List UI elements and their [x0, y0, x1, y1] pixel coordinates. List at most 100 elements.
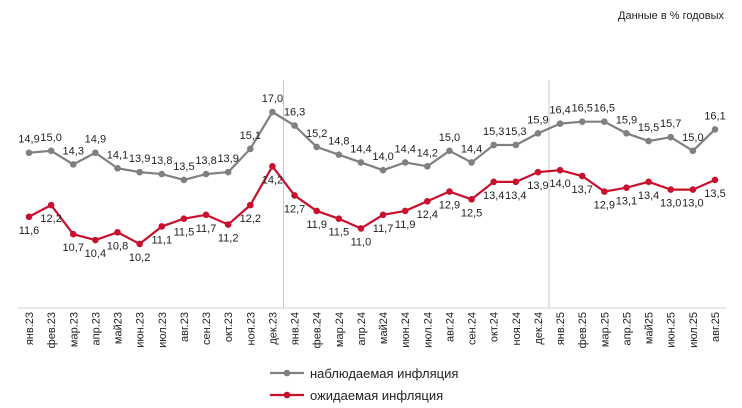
x-tick-label: фев.24: [312, 312, 324, 348]
data-point: [623, 184, 630, 191]
data-point: [335, 151, 343, 158]
x-tick-label: мар.23: [68, 312, 80, 347]
data-label: 13,7: [572, 184, 593, 196]
data-point: [689, 147, 697, 155]
data-label: 16,3: [284, 107, 305, 119]
data-point: [446, 147, 453, 155]
data-label: 14,4: [394, 143, 415, 155]
data-label: 15,9: [527, 114, 548, 126]
data-point: [667, 133, 675, 141]
data-label: 13,9: [527, 180, 548, 192]
data-label: 14,2: [417, 147, 438, 159]
data-point: [512, 178, 520, 186]
x-tick-label: июл.23: [157, 312, 169, 348]
data-point: [114, 228, 121, 236]
x-tick-label: ноя.24: [511, 312, 523, 345]
data-label: 14,1: [107, 149, 128, 161]
x-tick-label: авг.23: [179, 312, 191, 342]
data-point: [512, 141, 520, 149]
series-line-1: [28, 110, 716, 181]
data-point: [424, 163, 431, 170]
data-point: [645, 137, 652, 145]
data-label: 10,8: [107, 240, 128, 252]
data-point: [468, 196, 475, 203]
data-label: 14,9: [85, 134, 106, 146]
x-tick-label: июн.24: [400, 312, 412, 348]
data-point: [578, 172, 586, 180]
data-point: [601, 188, 608, 195]
data-label: 14,3: [63, 145, 84, 157]
x-tick-label: окт.23: [223, 312, 235, 342]
x-tick-label: ноя.23: [245, 312, 257, 345]
x-tick-label: окт.24: [489, 312, 501, 342]
data-point: [291, 122, 298, 129]
x-tick-label: янв.24: [290, 312, 302, 345]
data-point: [534, 168, 542, 176]
data-label: 15,2: [306, 128, 327, 140]
data-label: 16,1: [704, 110, 725, 122]
data-label: 15,7: [660, 118, 681, 130]
data-label: 15,3: [483, 126, 504, 138]
data-point: [601, 118, 608, 125]
data-point: [379, 211, 387, 219]
x-tick-label: дек.24: [533, 312, 545, 345]
x-tick-label: авг.25: [710, 312, 722, 342]
data-point: [556, 166, 564, 174]
data-label: 17,0: [262, 93, 283, 105]
data-label: 13,8: [195, 155, 216, 167]
x-tick-label: май23: [113, 312, 125, 344]
data-label: 11,6: [19, 225, 40, 237]
data-label: 14,0: [549, 178, 570, 190]
data-label: 13,8: [151, 155, 172, 167]
data-label: 10,7: [63, 242, 84, 254]
data-label: 12,4: [417, 209, 438, 221]
data-point: [92, 236, 99, 244]
x-tick-label: июл.24: [422, 312, 434, 348]
data-label: 12,9: [594, 200, 615, 212]
data-point: [202, 170, 210, 178]
data-point: [401, 159, 409, 166]
data-point: [534, 130, 542, 137]
series-line-2: [28, 165, 716, 246]
legend-marker: [283, 369, 291, 377]
data-label: 13,4: [638, 190, 659, 202]
data-point: [246, 201, 254, 209]
data-point: [424, 197, 431, 205]
x-tick-label: апр.23: [90, 312, 102, 345]
data-label: 14,2: [262, 174, 283, 186]
data-point: [69, 230, 77, 238]
data-label: 15,3: [505, 126, 526, 138]
x-tick-label: май25: [644, 312, 656, 344]
data-point: [25, 213, 33, 221]
data-label: 14,4: [350, 143, 371, 155]
data-point: [313, 143, 320, 151]
data-point: [136, 168, 143, 176]
data-point: [645, 178, 652, 186]
data-label: 12,2: [40, 213, 61, 225]
data-label: 13,1: [616, 196, 637, 208]
x-tick-label: авг.24: [444, 312, 456, 342]
legend-marker: [283, 391, 291, 399]
data-label: 13,0: [660, 198, 681, 210]
data-label: 16,4: [549, 105, 570, 117]
x-tick-label: фев.25: [577, 312, 589, 348]
data-point: [224, 168, 232, 176]
data-label: 13,9: [217, 153, 238, 165]
data-label: 14,8: [328, 136, 349, 148]
data-label: 13,5: [173, 161, 194, 173]
data-point: [269, 108, 276, 116]
data-label: 10,2: [129, 252, 150, 264]
data-label: 12,9: [439, 200, 460, 212]
data-point: [379, 166, 387, 174]
data-label: 11,0: [351, 236, 372, 248]
data-point: [623, 130, 630, 137]
data-label: 13,5: [704, 188, 725, 200]
data-label: 14,0: [372, 151, 393, 163]
data-point: [158, 170, 166, 178]
data-point: [47, 201, 55, 209]
data-label: 11,7: [196, 223, 217, 235]
data-label: 11,2: [218, 233, 239, 245]
units-note: Данные в % годовых: [618, 10, 724, 22]
data-point: [136, 240, 143, 248]
